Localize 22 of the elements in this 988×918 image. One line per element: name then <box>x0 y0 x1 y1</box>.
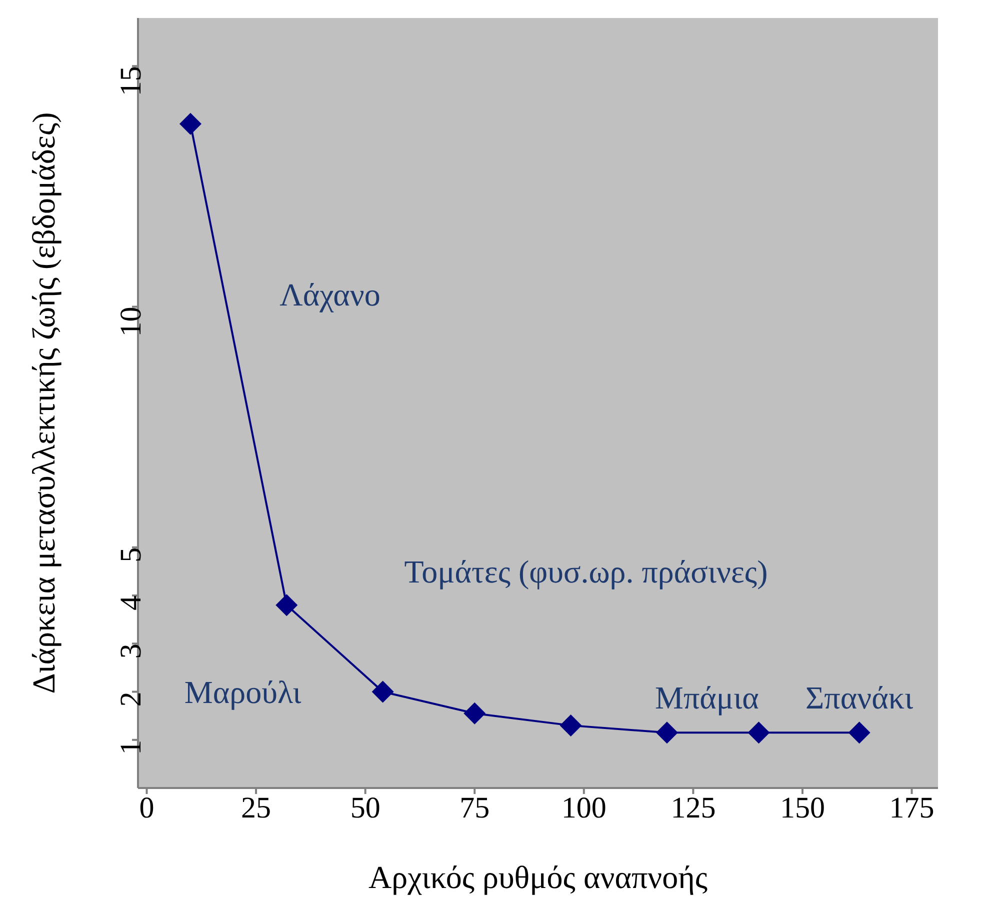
y-tick-label: 3 <box>114 644 148 659</box>
y-tick-label: 10 <box>114 306 148 337</box>
annotation: Τομάτες (φυσ.ωρ. πράσινες) <box>404 554 768 591</box>
annotation: Λάχανο <box>280 276 380 314</box>
y-tick-label: 4 <box>114 596 148 610</box>
y-tick-label: 2 <box>114 692 148 707</box>
y-tick-label: 1 <box>114 740 148 755</box>
x-tick-label: 50 <box>350 791 380 824</box>
y-axis-title: Διάρκεια μετασυλλεκτικής ζωής (εβδομάδες) <box>25 112 62 694</box>
annotation: Σπανάκι <box>806 680 914 716</box>
annotation: Μαρούλι <box>184 674 302 710</box>
x-axis-title: Αρχικός ρυθμός αναπνοής <box>368 859 708 895</box>
x-tick-label: 150 <box>780 791 825 824</box>
x-tick-label: 0 <box>139 791 154 824</box>
x-tick-label: 125 <box>670 791 716 824</box>
y-tick-label: 5 <box>114 547 148 562</box>
x-tick-label: 100 <box>561 791 606 824</box>
x-tick-label: 175 <box>889 791 934 824</box>
y-tick-label: 15 <box>114 66 148 96</box>
x-tick-label: 75 <box>460 791 490 824</box>
x-tick-label: 25 <box>241 791 272 824</box>
annotation: Μπάμια <box>655 680 760 716</box>
